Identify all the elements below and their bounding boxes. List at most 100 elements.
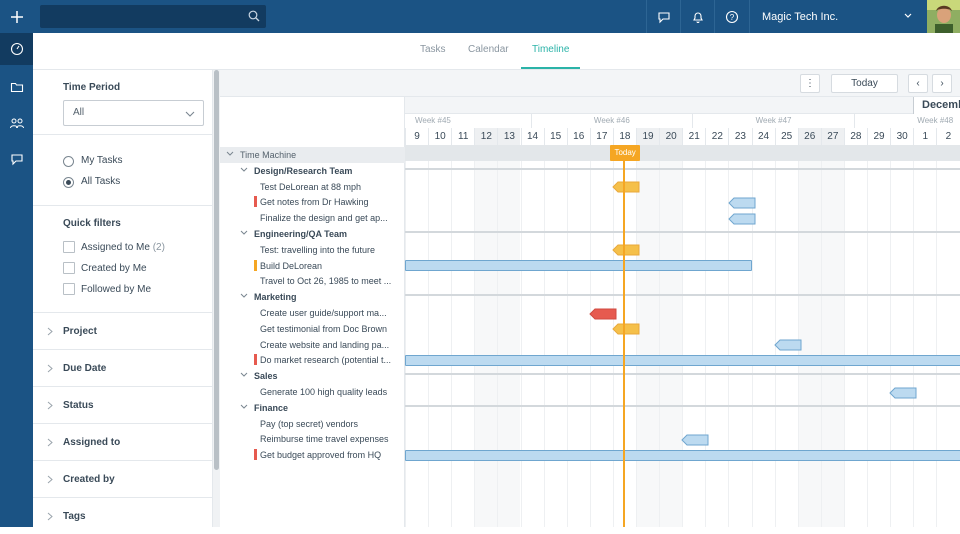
project-summary-bar: [405, 145, 960, 161]
search-input[interactable]: [40, 5, 266, 28]
org-switcher[interactable]: Magic Tech Inc.: [749, 0, 919, 33]
filters-scrollbar[interactable]: [213, 70, 220, 527]
chevron-down-icon[interactable]: [240, 404, 248, 410]
task-milestone[interactable]: [589, 308, 617, 320]
today-line: [623, 145, 626, 527]
day-label: 2: [936, 128, 959, 145]
chevron-down-icon[interactable]: [240, 167, 248, 173]
add-button[interactable]: [0, 0, 33, 33]
day-column: [728, 145, 751, 527]
task-label: Build DeLorean: [260, 260, 323, 271]
task-row[interactable]: Get notes from Dr Hawking: [220, 194, 405, 210]
filter-section-label: Tags: [63, 511, 86, 522]
checkbox-assigned-to-me[interactable]: Assigned to Me (2): [63, 241, 193, 255]
today-button[interactable]: Today: [831, 74, 898, 93]
day-column: [451, 145, 474, 527]
search-icon[interactable]: [248, 10, 260, 22]
chevron-right-icon: [47, 364, 53, 373]
day-column: [520, 145, 544, 527]
prev-button[interactable]: ‹: [908, 74, 928, 93]
chevron-right-icon: [47, 438, 53, 447]
tab-calendar[interactable]: Calendar: [468, 44, 509, 55]
dashboard-icon[interactable]: [0, 33, 33, 65]
chevron-down-icon[interactable]: [240, 230, 248, 236]
group-row[interactable]: Sales: [220, 368, 405, 384]
bell-icon[interactable]: [680, 0, 714, 33]
task-milestone[interactable]: [773, 339, 802, 351]
day-label: 17: [589, 128, 613, 145]
task-row[interactable]: Create website and landing pa...: [220, 337, 405, 353]
task-row[interactable]: Generate 100 high quality leads: [220, 384, 405, 400]
task-row[interactable]: Create user guide/support ma...: [220, 305, 405, 321]
task-row[interactable]: Test: travelling into the future: [220, 242, 405, 258]
quick-filters-label: Quick filters: [63, 218, 121, 229]
time-period-value: All: [73, 107, 85, 118]
chevron-down-icon[interactable]: [226, 151, 234, 157]
next-button[interactable]: ›: [932, 74, 952, 93]
task-milestone[interactable]: [889, 387, 917, 399]
filter-section-project[interactable]: Project: [33, 312, 213, 349]
checkbox-count: (2): [152, 242, 165, 253]
task-row[interactable]: Pay (top secret) vendors: [220, 416, 405, 432]
day-label: 20: [659, 128, 683, 145]
task-milestone[interactable]: [727, 213, 756, 225]
task-row[interactable]: Build DeLorean: [220, 258, 405, 274]
task-label: Time Machine: [240, 150, 297, 160]
task-row[interactable]: Get testimonial from Doc Brown: [220, 321, 405, 337]
radio-my-tasks[interactable]: My Tasks: [63, 155, 183, 169]
task-bar[interactable]: [405, 260, 752, 272]
chevron-right-icon: [47, 475, 53, 484]
checkbox-followed-by-me[interactable]: Followed by Me: [63, 283, 193, 297]
day-column: [820, 145, 844, 527]
task-milestone[interactable]: [727, 197, 756, 209]
avatar[interactable]: [927, 0, 960, 33]
radio-selected-icon: [63, 177, 74, 188]
day-label: 15: [543, 128, 567, 145]
task-milestone[interactable]: [612, 181, 640, 193]
task-row[interactable]: Test DeLorean at 88 mph: [220, 179, 405, 195]
task-milestone[interactable]: [612, 244, 640, 256]
filter-section-tags[interactable]: Tags: [33, 497, 213, 534]
radio-label: All Tasks: [81, 176, 121, 187]
tab-tasks[interactable]: Tasks: [420, 44, 446, 55]
filter-section-status[interactable]: Status: [33, 386, 213, 423]
task-row[interactable]: Get budget approved from HQ: [220, 447, 405, 463]
more-menu-button[interactable]: ⋮: [800, 74, 820, 93]
help-icon[interactable]: ?: [714, 0, 748, 33]
task-milestone[interactable]: [612, 323, 640, 335]
task-row[interactable]: Reimburse time travel expenses: [220, 431, 405, 447]
folder-icon[interactable]: [0, 71, 33, 103]
task-row[interactable]: Travel to Oct 26, 1985 to meet ...: [220, 273, 405, 289]
task-milestone[interactable]: [681, 434, 709, 446]
task-label: Sales: [254, 371, 278, 382]
people-icon[interactable]: [0, 107, 33, 139]
scrollbar-thumb[interactable]: [214, 70, 219, 470]
task-label: Marketing: [254, 292, 297, 303]
radio-all-tasks[interactable]: All Tasks: [63, 176, 183, 190]
task-bar[interactable]: [405, 354, 960, 366]
filter-section-due-date[interactable]: Due Date: [33, 349, 213, 386]
filter-section-created-by[interactable]: Created by: [33, 460, 213, 497]
chat-icon[interactable]: [0, 143, 33, 175]
day-label: 26: [797, 128, 821, 145]
tab-timeline[interactable]: Timeline: [521, 33, 581, 69]
checkbox-created-by-me[interactable]: Created by Me: [63, 262, 193, 276]
chat-icon[interactable]: [646, 0, 680, 33]
group-row[interactable]: Engineering/QA Team: [220, 226, 405, 242]
project-row[interactable]: Time Machine: [220, 147, 405, 163]
task-bar[interactable]: [405, 449, 960, 461]
filter-section-assigned-to[interactable]: Assigned to: [33, 423, 213, 460]
task-row[interactable]: Finalize the design and get ap...: [220, 210, 405, 226]
time-period-select[interactable]: All: [63, 100, 204, 126]
day-column: [867, 145, 890, 527]
checkbox-icon: [63, 262, 75, 274]
task-row[interactable]: Do market research (potential t...: [220, 352, 405, 368]
group-row[interactable]: Design/Research Team: [220, 163, 405, 179]
chevron-down-icon[interactable]: [240, 293, 248, 299]
chevron-right-icon: [47, 401, 53, 410]
day-label: 16: [566, 128, 590, 145]
group-row[interactable]: Marketing: [220, 289, 405, 305]
group-summary-bar: [405, 404, 960, 407]
group-row[interactable]: Finance: [220, 400, 405, 416]
chevron-down-icon[interactable]: [240, 372, 248, 378]
